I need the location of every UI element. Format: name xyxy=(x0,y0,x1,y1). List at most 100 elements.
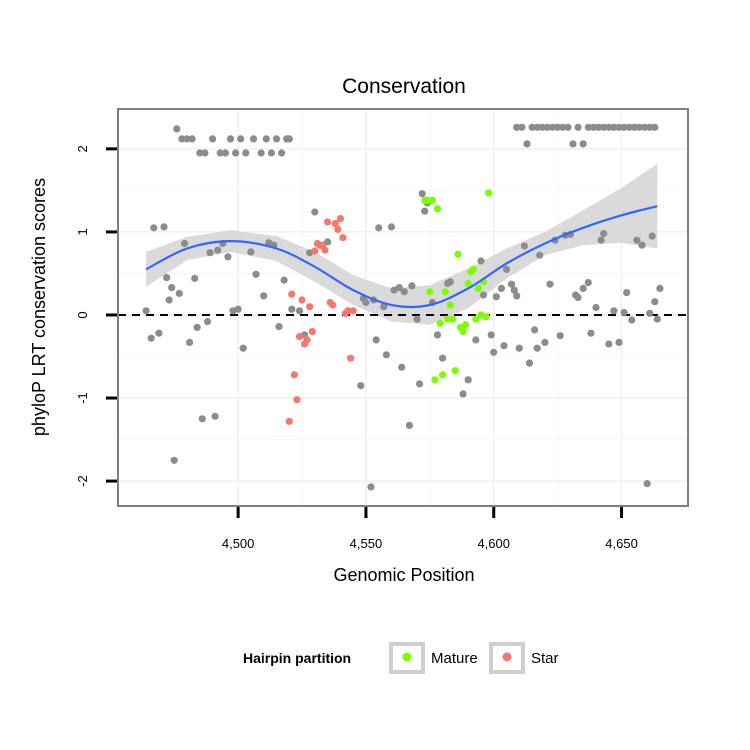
point-other xyxy=(168,284,176,292)
point-other xyxy=(413,315,421,323)
point-star xyxy=(329,301,337,309)
x-axis-label: Genomic Position xyxy=(333,565,474,585)
point-mature xyxy=(441,288,449,296)
point-other xyxy=(584,123,592,131)
point-other xyxy=(620,308,628,317)
point-other xyxy=(615,338,623,346)
point-other xyxy=(487,331,495,339)
point-other xyxy=(541,338,549,346)
legend-title: Hairpin partition xyxy=(243,650,351,666)
point-other xyxy=(464,376,472,384)
point-other xyxy=(597,236,605,244)
point-other xyxy=(651,123,659,131)
point-other xyxy=(610,123,618,131)
point-star xyxy=(303,336,311,344)
point-other xyxy=(198,415,206,423)
point-other xyxy=(226,135,235,143)
point-other xyxy=(221,149,229,157)
point-star xyxy=(324,218,332,226)
point-other xyxy=(533,123,541,131)
point-other xyxy=(232,149,240,157)
point-other xyxy=(239,344,247,352)
point-other xyxy=(510,286,518,294)
legend-label-star: Star xyxy=(531,650,559,667)
point-mature xyxy=(472,315,480,323)
x-tick-label: 4,500 xyxy=(222,536,255,551)
point-other xyxy=(538,123,546,131)
point-other xyxy=(500,342,508,350)
point-star xyxy=(344,307,352,315)
point-other xyxy=(446,278,454,286)
point-other xyxy=(502,265,511,273)
point-star xyxy=(339,234,347,242)
x-tick-label: 4,550 xyxy=(350,536,383,551)
point-other xyxy=(643,480,651,488)
point-other xyxy=(536,251,544,259)
chart-title: Conservation xyxy=(342,75,466,98)
point-other xyxy=(191,274,199,282)
point-other xyxy=(206,249,214,257)
point-other xyxy=(188,135,196,143)
point-other xyxy=(165,296,173,304)
point-star xyxy=(347,354,355,362)
x-axis: 4,500 4,550 4,600 4,650 xyxy=(222,507,638,551)
point-other xyxy=(556,332,564,340)
y-tick-label: 1 xyxy=(75,228,90,235)
point-mature xyxy=(451,367,459,375)
point-other xyxy=(523,140,531,148)
point-mature xyxy=(482,313,490,321)
legend: Hairpin partition Mature Star xyxy=(243,642,559,674)
point-other xyxy=(513,292,521,300)
legend-key-star-dot xyxy=(502,652,512,662)
point-other xyxy=(418,190,426,198)
point-other xyxy=(492,293,500,301)
point-star xyxy=(306,303,314,311)
point-star xyxy=(295,333,304,341)
point-mature xyxy=(439,371,447,379)
point-other xyxy=(531,326,539,334)
legend-label-mature: Mature xyxy=(431,650,478,667)
point-other xyxy=(262,135,270,143)
point-other xyxy=(285,135,293,143)
point-mature xyxy=(426,288,434,296)
point-other xyxy=(615,123,623,131)
point-other xyxy=(605,123,613,131)
point-other xyxy=(142,307,150,315)
point-other xyxy=(592,303,600,312)
panel-border xyxy=(117,108,689,507)
point-other xyxy=(311,208,319,216)
point-mature xyxy=(431,376,439,384)
y-axis: -2 -1 0 1 2 xyxy=(75,145,117,487)
point-other xyxy=(280,276,288,284)
point-mature xyxy=(485,189,493,197)
point-other xyxy=(357,382,365,390)
point-other xyxy=(605,340,613,348)
legend-key-mature-dot xyxy=(402,652,412,662)
point-mature xyxy=(428,196,436,204)
point-other xyxy=(508,280,516,288)
point-other xyxy=(211,412,219,420)
point-other xyxy=(237,135,245,143)
point-star xyxy=(308,328,316,336)
point-other xyxy=(589,123,598,131)
point-mature xyxy=(474,284,482,292)
point-other xyxy=(216,149,224,157)
point-other xyxy=(513,123,521,131)
point-star xyxy=(298,296,306,304)
point-other xyxy=(408,282,416,290)
point-other xyxy=(490,348,498,356)
x-tick-label: 4,650 xyxy=(605,536,638,551)
point-star xyxy=(349,307,357,315)
point-other xyxy=(646,123,654,131)
point-other xyxy=(247,248,255,256)
point-mature xyxy=(462,321,470,329)
point-other xyxy=(630,123,638,131)
point-other xyxy=(564,123,572,131)
point-star xyxy=(288,290,296,298)
point-other xyxy=(459,390,467,398)
point-other xyxy=(272,135,281,143)
point-other xyxy=(382,351,390,359)
point-other xyxy=(150,224,158,232)
